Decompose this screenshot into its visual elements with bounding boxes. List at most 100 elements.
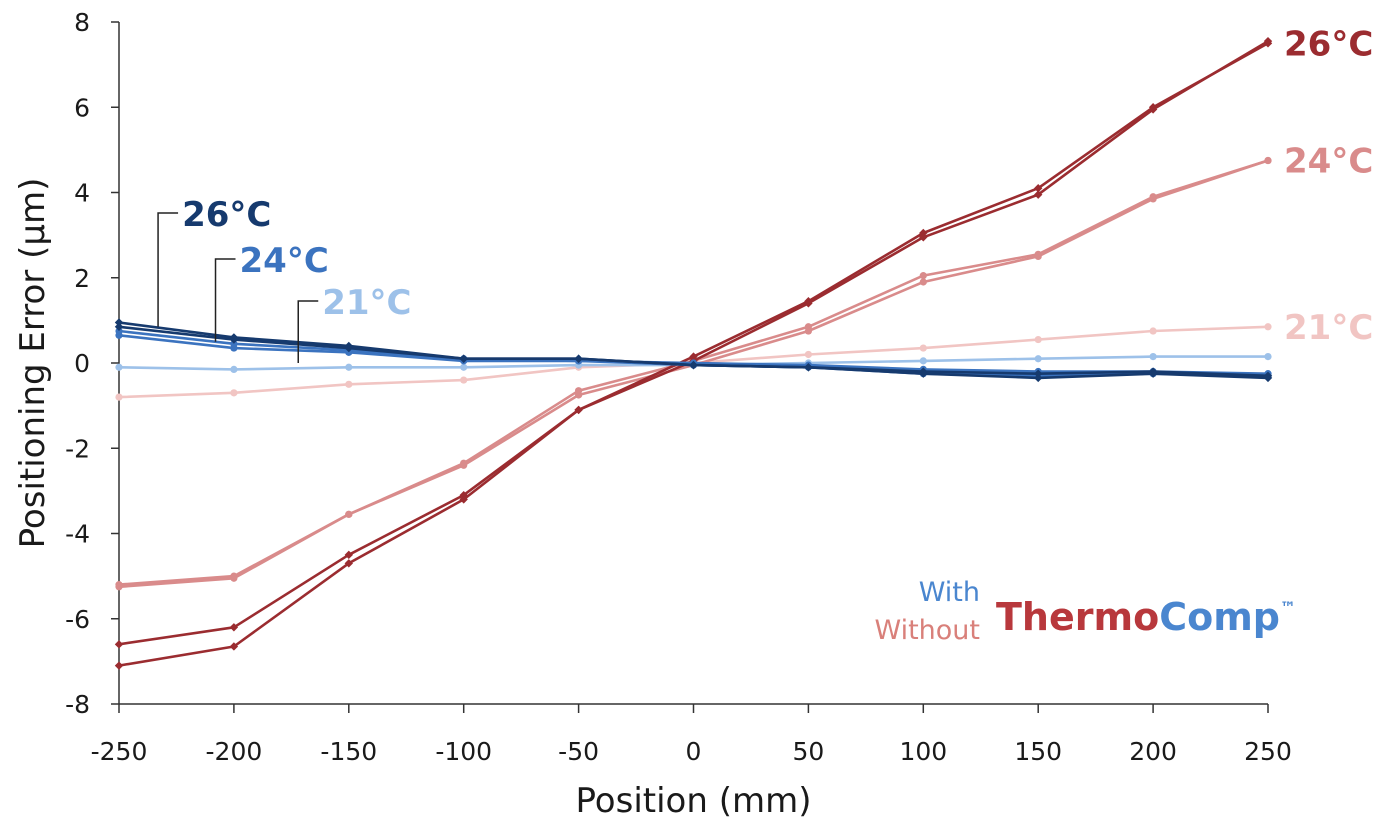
data-point xyxy=(1263,373,1273,383)
y-tick-label: -4 xyxy=(65,520,90,549)
data-point xyxy=(344,341,353,351)
x-tick-label: -100 xyxy=(435,737,492,766)
brand-comp-text: Comp xyxy=(1159,595,1280,639)
x-axis-title: Position (mm) xyxy=(576,781,812,821)
data-point xyxy=(345,363,353,371)
data-point xyxy=(114,640,124,649)
data-point xyxy=(1148,369,1158,378)
y-tick-label: -6 xyxy=(65,605,90,634)
y-axis-title: Positioning Error (µm) xyxy=(13,178,53,549)
data-point xyxy=(344,550,353,560)
data-point xyxy=(459,495,468,504)
data-point xyxy=(230,365,238,373)
data-point xyxy=(804,299,813,308)
callout-leader-line xyxy=(157,212,179,327)
data-point xyxy=(344,559,353,568)
data-point xyxy=(575,391,583,399)
data-point xyxy=(460,376,468,384)
data-point xyxy=(919,228,928,238)
data-point xyxy=(1264,156,1272,165)
data-point xyxy=(1264,323,1272,331)
callout-26c: 26°C xyxy=(157,195,271,327)
callout-leader-line xyxy=(297,300,319,363)
data-point xyxy=(1149,195,1157,203)
y-axis-ticks: 8 6 4 2 0 -2 -4 -6 -8 xyxy=(65,8,119,719)
callout-label: 24°C xyxy=(240,241,329,281)
data-point xyxy=(115,393,123,401)
data-point xyxy=(919,357,927,365)
end-label-24c: 24°C xyxy=(1284,142,1373,182)
data-point xyxy=(919,369,928,378)
data-point xyxy=(345,380,353,388)
x-tick-label: 200 xyxy=(1129,737,1177,766)
data-point xyxy=(229,333,239,342)
data-point xyxy=(115,363,123,371)
data-point xyxy=(230,340,238,348)
data-point xyxy=(114,322,124,331)
data-point xyxy=(1263,36,1273,46)
callout-21c: 21°C xyxy=(297,283,412,363)
callout-leader-line xyxy=(214,258,236,342)
data-point xyxy=(230,389,238,397)
callout-label: 26°C xyxy=(182,195,271,235)
y-tick-label: 4 xyxy=(74,179,90,208)
y-tick-label: 2 xyxy=(74,264,90,293)
series-with-26c-9 xyxy=(114,318,1273,383)
data-point xyxy=(229,642,239,651)
data-point xyxy=(1034,335,1042,344)
data-point xyxy=(574,354,583,363)
without-series-end-labels: 26°C 24°C 21°C xyxy=(1284,24,1373,347)
end-label-21c: 21°C xyxy=(1284,308,1373,348)
y-tick-label: 0 xyxy=(74,349,90,378)
data-point xyxy=(919,278,927,286)
data-point xyxy=(1034,252,1042,261)
data-point xyxy=(1034,184,1043,193)
data-point xyxy=(1034,355,1042,363)
data-point xyxy=(114,318,124,327)
callout-label: 21°C xyxy=(322,283,411,323)
data-point xyxy=(919,344,927,352)
data-point xyxy=(1034,373,1043,383)
data-point xyxy=(574,405,583,415)
x-tick-label: -250 xyxy=(91,737,148,766)
y-tick-label: -8 xyxy=(65,690,90,719)
end-label-26c: 26°C xyxy=(1284,24,1373,64)
data-point xyxy=(115,327,123,335)
x-tick-label: 100 xyxy=(899,737,947,766)
data-point xyxy=(1149,327,1157,335)
x-tick-label: 250 xyxy=(1244,737,1292,766)
legend-without-label: Without xyxy=(874,615,980,646)
data-point xyxy=(689,360,698,370)
data-point xyxy=(459,354,468,363)
data-point xyxy=(804,327,813,335)
y-tick-label: -2 xyxy=(65,434,90,463)
data-point xyxy=(345,510,353,518)
data-point xyxy=(115,583,123,591)
x-tick-label: 150 xyxy=(1014,737,1062,766)
data-point xyxy=(114,661,124,670)
legend-with-label: With xyxy=(919,577,980,608)
data-point xyxy=(230,574,238,582)
data-point xyxy=(1034,369,1043,378)
data-point xyxy=(229,623,239,632)
data-point xyxy=(804,350,813,359)
data-point xyxy=(1264,353,1272,361)
legend-brand-name: ThermoComp™ xyxy=(996,595,1296,639)
with-series-callouts: 26°C 24°C21°C xyxy=(157,195,412,363)
data-point xyxy=(919,233,928,242)
data-point xyxy=(1148,105,1158,114)
data-point xyxy=(460,461,468,469)
data-point xyxy=(460,363,468,371)
data-point xyxy=(1149,353,1157,361)
x-tick-label: -50 xyxy=(558,737,599,766)
legend: With Without ThermoComp™ xyxy=(874,577,1296,646)
brand-thermo-text: Thermo xyxy=(996,595,1159,639)
data-point xyxy=(1034,190,1043,199)
trademark-symbol: ™ xyxy=(1280,598,1296,617)
callout-24c: 24°C xyxy=(214,241,329,342)
y-tick-label: 8 xyxy=(74,8,90,37)
x-tick-label: -150 xyxy=(320,737,377,766)
x-axis-ticks: -250 -200 -150 -100 -50 0 50 100 150 200 250 xyxy=(91,704,1292,766)
data-point xyxy=(919,272,927,280)
